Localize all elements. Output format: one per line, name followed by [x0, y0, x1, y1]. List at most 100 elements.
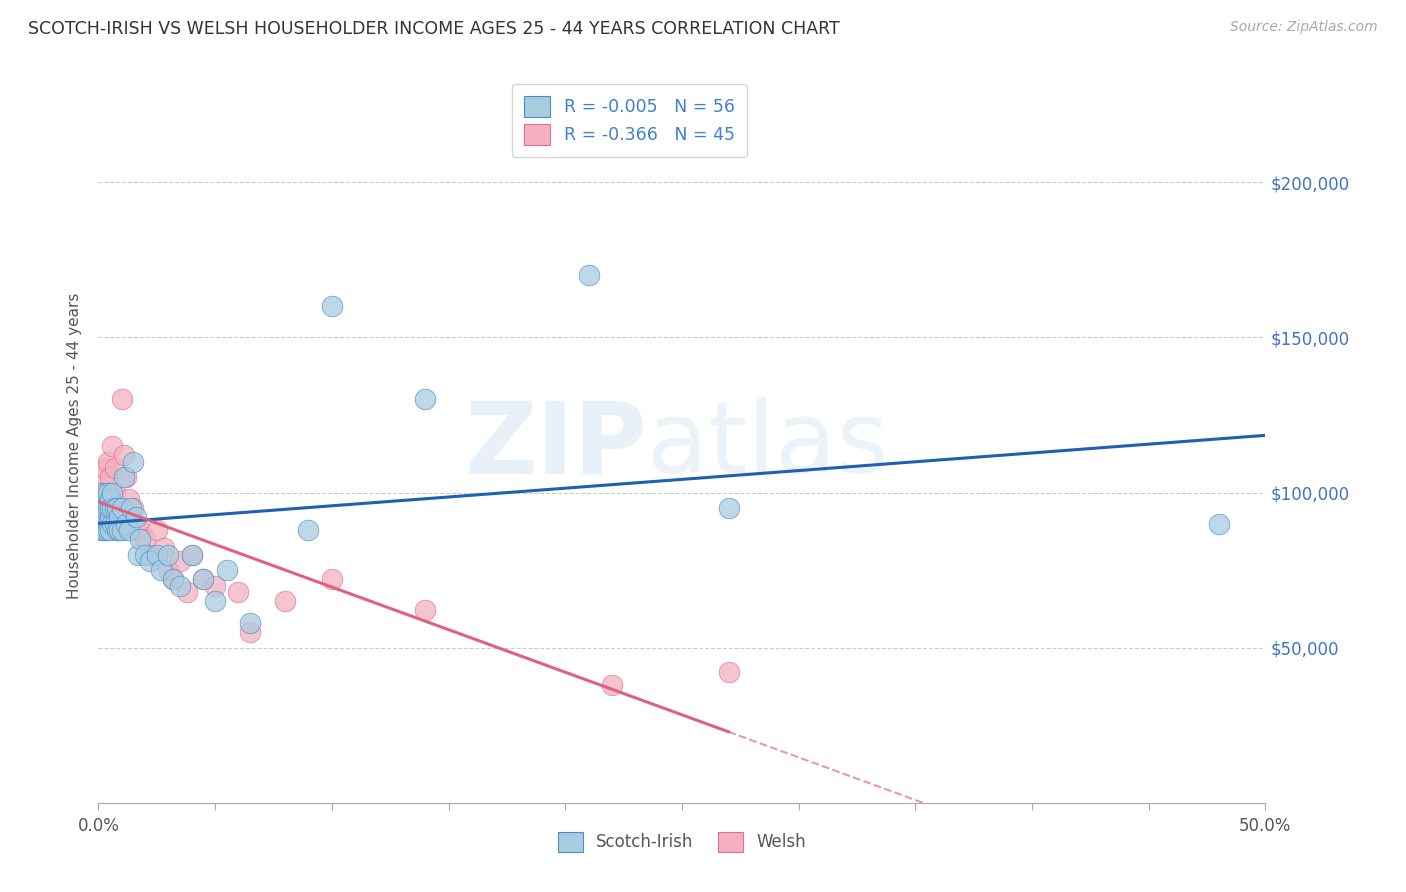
Point	[122, 501, 145, 516]
Point	[91, 470, 114, 484]
Point	[139, 548, 162, 562]
Point	[176, 584, 198, 599]
Point	[162, 573, 184, 587]
Point	[94, 485, 117, 500]
Point	[104, 516, 127, 531]
Point	[115, 470, 138, 484]
Point	[101, 501, 124, 516]
Point	[413, 392, 436, 407]
Point	[717, 665, 740, 680]
Point	[122, 454, 145, 468]
Point	[413, 603, 436, 617]
Point	[297, 523, 319, 537]
Point	[90, 485, 112, 500]
Point	[125, 523, 148, 537]
Text: atlas: atlas	[647, 398, 889, 494]
Point	[152, 541, 174, 556]
Point	[94, 491, 117, 506]
Text: ZIP: ZIP	[464, 398, 647, 494]
Point	[97, 485, 120, 500]
Legend: Scotch-Irish, Welsh: Scotch-Irish, Welsh	[551, 825, 813, 859]
Point	[98, 470, 121, 484]
Point	[215, 563, 238, 577]
Point	[94, 523, 117, 537]
Text: SCOTCH-IRISH VS WELSH HOUSEHOLDER INCOME AGES 25 - 44 YEARS CORRELATION CHART: SCOTCH-IRISH VS WELSH HOUSEHOLDER INCOME…	[28, 20, 839, 37]
Point	[91, 523, 114, 537]
Point	[97, 523, 120, 537]
Point	[101, 516, 124, 531]
Point	[98, 491, 121, 506]
Y-axis label: Householder Income Ages 25 - 44 years: Householder Income Ages 25 - 44 years	[67, 293, 83, 599]
Point	[91, 491, 114, 506]
Point	[578, 268, 600, 283]
Point	[94, 510, 117, 524]
Point	[180, 548, 202, 562]
Point	[111, 501, 134, 516]
Point	[134, 548, 156, 562]
Point	[108, 501, 131, 516]
Point	[111, 523, 134, 537]
Point	[717, 501, 740, 516]
Point	[239, 625, 262, 640]
Point	[274, 594, 297, 608]
Point	[193, 573, 215, 587]
Point	[112, 448, 135, 462]
Point	[90, 485, 112, 500]
Point	[104, 460, 127, 475]
Point	[108, 510, 131, 524]
Point	[105, 501, 128, 516]
Point	[108, 523, 131, 537]
Point	[115, 516, 138, 531]
Point	[162, 573, 184, 587]
Point	[193, 573, 215, 587]
Point	[146, 548, 169, 562]
Point	[204, 579, 226, 593]
Point	[91, 510, 114, 524]
Point	[1208, 516, 1230, 531]
Point	[98, 510, 121, 524]
Point	[101, 485, 124, 500]
Point	[90, 523, 112, 537]
Point	[105, 516, 128, 531]
Point	[97, 516, 120, 531]
Point	[127, 548, 149, 562]
Point	[125, 510, 148, 524]
Point	[90, 501, 112, 516]
Text: Source: ZipAtlas.com: Source: ZipAtlas.com	[1230, 20, 1378, 34]
Point	[204, 594, 226, 608]
Point	[98, 510, 121, 524]
Point	[120, 501, 142, 516]
Point	[104, 501, 127, 516]
Point	[112, 470, 135, 484]
Point	[101, 439, 124, 453]
Point	[146, 523, 169, 537]
Point	[169, 554, 191, 568]
Point	[169, 579, 191, 593]
Point	[91, 510, 114, 524]
Point	[105, 523, 128, 537]
Point	[98, 501, 121, 516]
Point	[111, 392, 134, 407]
Point	[321, 299, 343, 313]
Point	[97, 485, 120, 500]
Point	[98, 501, 121, 516]
Point	[228, 584, 250, 599]
Point	[90, 501, 112, 516]
Point	[150, 563, 173, 577]
Point	[600, 678, 623, 692]
Point	[129, 532, 152, 546]
Point	[101, 491, 124, 506]
Point	[104, 485, 127, 500]
Point	[91, 501, 114, 516]
Point	[94, 501, 117, 516]
Point	[98, 523, 121, 537]
Point	[180, 548, 202, 562]
Point	[239, 615, 262, 630]
Point	[120, 510, 142, 524]
Point	[129, 523, 152, 537]
Point	[105, 501, 128, 516]
Point	[97, 501, 120, 516]
Point	[157, 548, 180, 562]
Point	[321, 573, 343, 587]
Point	[94, 510, 117, 524]
